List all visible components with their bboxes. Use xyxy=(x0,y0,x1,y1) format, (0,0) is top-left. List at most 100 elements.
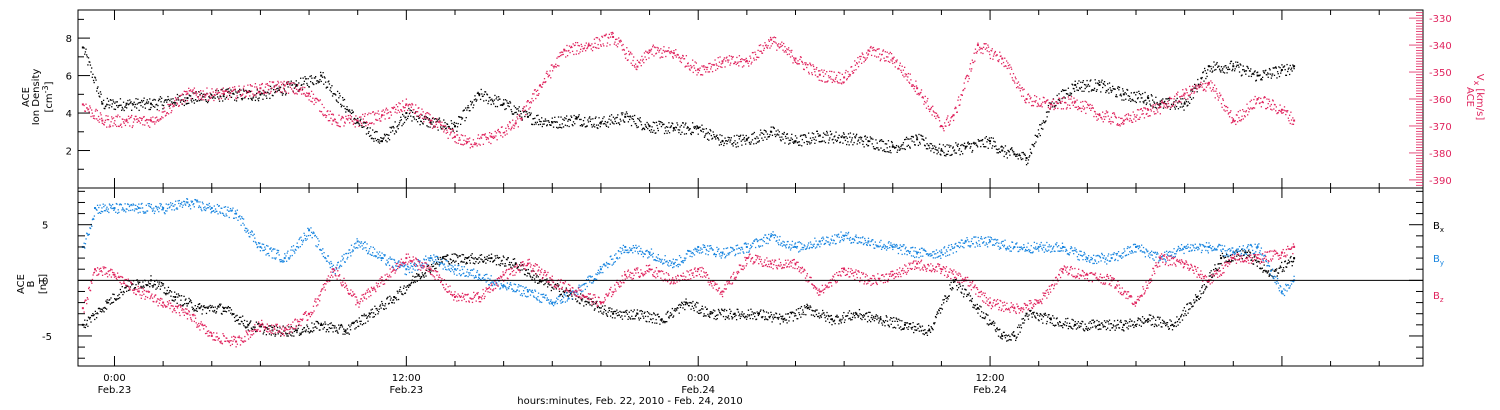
bx-scatter-dot xyxy=(285,332,287,334)
density-scatter-dot xyxy=(304,76,306,78)
vx-scatter-dot xyxy=(497,128,500,131)
vx-scatter-dot xyxy=(1232,121,1234,123)
vx-scatter-dot xyxy=(136,121,138,123)
density-scatter-dot xyxy=(993,145,996,148)
vx-scatter-dot xyxy=(867,54,869,56)
density-scatter-dot xyxy=(1111,89,1113,92)
bx-scatter-dot xyxy=(594,303,597,305)
vx-scatter-dot xyxy=(749,57,752,59)
density-scatter-dot xyxy=(940,154,942,156)
vx-scatter-dot xyxy=(595,36,597,39)
bx-scatter-dot xyxy=(485,258,488,260)
vx-scatter-dot xyxy=(1217,99,1219,101)
bx-scatter-dot xyxy=(533,274,535,276)
density-scatter-dot xyxy=(1082,80,1084,82)
bx-scatter-dot xyxy=(369,316,371,318)
bx-scatter-dot xyxy=(768,317,771,319)
vx-scatter-dot xyxy=(523,106,526,108)
density-scatter-dot xyxy=(635,123,637,125)
bx-scatter-dot xyxy=(161,283,163,285)
density-scatter-dot xyxy=(986,138,989,141)
vx-scatter-dot xyxy=(834,81,836,83)
density-scatter-dot xyxy=(1108,82,1111,84)
bx-scatter-dot xyxy=(638,317,640,319)
density-scatter-dot xyxy=(814,142,816,145)
density-scatter-dot xyxy=(553,120,555,123)
vx-scatter-dot xyxy=(609,44,611,46)
density-scatter-dot xyxy=(784,142,786,144)
bx-scatter-dot xyxy=(453,253,455,255)
vx-scatter-dot xyxy=(755,59,757,61)
vx-scatter-dot xyxy=(1009,64,1011,66)
vx-scatter-dot xyxy=(154,117,157,119)
density-scatter-dot xyxy=(87,57,90,59)
vx-scatter-dot xyxy=(614,38,617,41)
vx-scatter-dot xyxy=(784,50,787,52)
bx-scatter-dot xyxy=(715,318,717,321)
vx-point xyxy=(940,124,943,127)
density-scatter-dot xyxy=(470,104,472,106)
vx-scatter-dot xyxy=(1081,107,1083,109)
vx-scatter-dot xyxy=(996,54,998,56)
density-scatter-dot xyxy=(1016,155,1018,157)
density-scatter-dot xyxy=(453,123,455,125)
vx-scatter-dot xyxy=(172,104,175,107)
vx-scatter-dot xyxy=(501,126,503,128)
vx-scatter-dot xyxy=(183,90,185,92)
vx-scatter-dot xyxy=(806,66,808,69)
vx-scatter-dot xyxy=(749,55,751,57)
density-scatter-dot xyxy=(807,132,810,134)
vx-scatter-dot xyxy=(955,107,957,109)
density-scatter-dot xyxy=(1100,91,1102,93)
vx-scatter-dot xyxy=(1102,121,1104,123)
vx-scatter-dot xyxy=(1175,93,1178,95)
density-scatter-dot xyxy=(703,136,706,138)
density-scatter-dot xyxy=(228,90,230,93)
density-scatter-dot xyxy=(252,97,254,99)
vx-scatter-dot xyxy=(232,89,235,92)
density-scatter-dot xyxy=(852,133,855,135)
vx-scatter-dot xyxy=(799,58,801,61)
vx-scatter-dot xyxy=(1058,98,1061,100)
density-scatter-dot xyxy=(891,141,893,144)
vx-scatter-dot xyxy=(165,114,167,116)
vx-scatter-dot xyxy=(802,63,804,65)
density-scatter-dot xyxy=(237,96,239,99)
density-scatter-dot xyxy=(556,126,558,129)
vx-scatter-dot xyxy=(599,40,601,42)
bx-scatter-dot xyxy=(104,306,106,309)
bx-scatter-dot xyxy=(424,272,427,274)
density-scatter-dot xyxy=(561,127,563,129)
density-scatter-dot xyxy=(400,116,402,118)
vx-scatter-dot xyxy=(189,89,192,91)
density-scatter-dot xyxy=(1003,155,1005,158)
vx-scatter-dot xyxy=(382,109,384,111)
vx-scatter-dot xyxy=(1117,124,1119,126)
vx-scatter-dot xyxy=(304,86,306,89)
vx-scatter-dot xyxy=(404,106,406,109)
vx-scatter-dot xyxy=(1045,101,1047,103)
density-scatter-dot xyxy=(959,153,961,156)
bottom-panel-frame xyxy=(77,187,1424,367)
bx-scatter-dot xyxy=(172,299,174,302)
vx-scatter-dot xyxy=(899,62,901,64)
density-scatter-dot xyxy=(809,137,812,139)
vx-scatter-dot xyxy=(748,65,750,67)
density-scatter-dot xyxy=(1234,68,1236,70)
density-scatter-dot xyxy=(862,140,865,143)
density-scatter-dot xyxy=(531,123,533,126)
bx-point xyxy=(587,301,590,304)
density-scatter-dot xyxy=(1172,103,1175,105)
density-point xyxy=(843,136,846,139)
bx-scatter-dot xyxy=(310,330,312,332)
vx-scatter-dot xyxy=(233,88,235,91)
bx-scatter-dot xyxy=(773,314,775,316)
bx-scatter-dot xyxy=(176,302,178,304)
vx-scatter-dot xyxy=(1027,93,1030,95)
vx-scatter-dot xyxy=(892,62,894,65)
vx-scatter-dot xyxy=(1285,113,1287,116)
density-scatter-dot xyxy=(337,101,339,104)
vx-scatter-dot xyxy=(1007,62,1009,64)
vx-scatter-dot xyxy=(96,118,98,120)
density-scatter-dot xyxy=(1260,79,1262,81)
